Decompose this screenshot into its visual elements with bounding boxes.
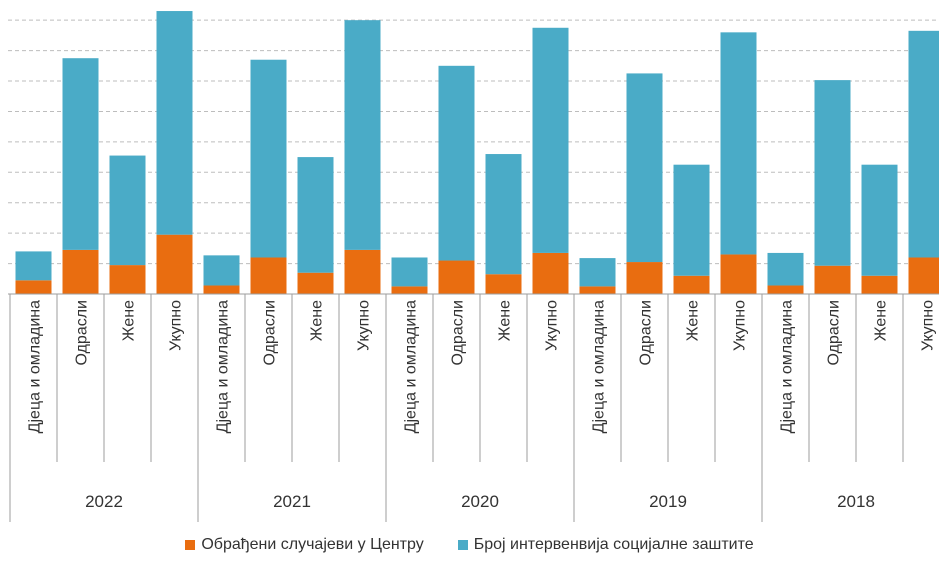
bar-2018-2-series-1 — [861, 164, 898, 276]
group-label-2019: 2019 — [649, 492, 687, 511]
bar-2020-0-series-1 — [391, 257, 428, 287]
bar-2019-3-series-1 — [720, 32, 757, 255]
category-label-2021-1: Одрасли — [262, 300, 279, 366]
category-label-2022-2: Жене — [121, 300, 138, 341]
legend-label-interventions: Број интервенвија социјалне заштите — [473, 536, 754, 553]
bar-2018-1-series-0 — [814, 265, 851, 294]
category-label-2018-2: Жене — [873, 300, 890, 341]
bar-2020-2-series-0 — [485, 274, 522, 294]
chart-legend: Обрађени случајеви у Центру Број интерве… — [0, 536, 939, 554]
bar-2019-2-series-1 — [673, 164, 710, 276]
bar-2021-2-series-0 — [297, 272, 334, 294]
category-label-2020-0: Дјеца и омладина — [403, 300, 420, 433]
bar-2018-0-series-0 — [767, 285, 804, 294]
group-label-2020: 2020 — [461, 492, 499, 511]
category-label-2019-2: Жене — [685, 300, 702, 341]
bar-2022-0-series-1 — [15, 251, 52, 281]
category-label-2020-2: Жене — [497, 300, 514, 341]
category-label-2019-0: Дјеца и омладина — [591, 300, 608, 433]
legend-swatch-teal — [457, 540, 468, 550]
legend-label-processed-cases: Обрађени случајеви у Центру — [201, 536, 424, 553]
legend-item-processed-cases[interactable]: Обрађени случајеви у Центру — [185, 536, 424, 554]
category-label-2018-1: Одрасли — [826, 300, 843, 366]
bar-2021-0-series-1 — [203, 255, 240, 286]
bar-2019-1-series-0 — [626, 262, 663, 294]
group-label-2018: 2018 — [837, 492, 875, 511]
group-label-2021: 2021 — [273, 492, 311, 511]
bar-2020-0-series-0 — [391, 286, 428, 294]
bar-2019-3-series-0 — [720, 254, 757, 294]
category-label-2021-3: Укупно — [356, 300, 373, 351]
category-label-2018-0: Дјеца и омладина — [779, 300, 796, 433]
bar-2020-2-series-1 — [485, 154, 522, 275]
bar-2019-2-series-0 — [673, 275, 710, 294]
bar-2022-1-series-0 — [62, 249, 99, 294]
bar-2022-3-series-0 — [156, 234, 193, 294]
bar-2021-1-series-0 — [250, 257, 287, 294]
bar-2020-3-series-0 — [532, 252, 569, 294]
category-label-2018-3: Укупно — [920, 300, 937, 351]
bar-2021-1-series-1 — [250, 59, 287, 258]
category-label-2020-1: Одрасли — [450, 300, 467, 366]
category-label-2019-1: Одрасли — [638, 300, 655, 366]
category-label-2020-3: Укупно — [544, 300, 561, 351]
bar-2021-0-series-0 — [203, 285, 240, 294]
bar-2020-3-series-1 — [532, 27, 569, 253]
category-label-2022-3: Укупно — [168, 300, 185, 351]
bar-2021-3-series-1 — [344, 20, 381, 250]
bar-2022-3-series-1 — [156, 11, 193, 235]
legend-swatch-orange — [185, 540, 196, 550]
category-label-2019-3: Укупно — [732, 300, 749, 351]
bar-2019-0-series-1 — [579, 258, 616, 287]
bar-2020-1-series-0 — [438, 260, 475, 294]
category-label-2022-0: Дјеца и омладина — [27, 300, 44, 433]
bar-2022-2-series-1 — [109, 155, 146, 266]
bar-2020-1-series-1 — [438, 65, 475, 261]
bar-2022-2-series-0 — [109, 265, 146, 294]
bar-2018-3-series-0 — [908, 257, 939, 294]
bar-2018-3-series-1 — [908, 30, 939, 258]
bar-2021-3-series-0 — [344, 249, 381, 294]
bar-2018-1-series-1 — [814, 80, 851, 266]
category-label-2021-0: Дјеца и омладина — [215, 300, 232, 433]
bar-2018-2-series-0 — [861, 275, 898, 294]
group-label-2022: 2022 — [85, 492, 123, 511]
bar-2022-1-series-1 — [62, 58, 99, 250]
category-label-2021-2: Жене — [309, 300, 326, 341]
bar-2019-1-series-1 — [626, 73, 663, 263]
chart-plot: Дјеца и омладина Одрасли Жене Укупно 2022 Дје… — [8, 11, 939, 522]
category-label-2022-1: Одрасли — [74, 300, 91, 366]
bar-2019-0-series-0 — [579, 286, 616, 294]
bar-2022-0-series-0 — [15, 280, 52, 294]
bar-2018-0-series-1 — [767, 252, 804, 286]
legend-item-interventions[interactable]: Број интервенвија социјалне заштите — [457, 536, 754, 554]
bar-2021-2-series-1 — [297, 157, 334, 273]
